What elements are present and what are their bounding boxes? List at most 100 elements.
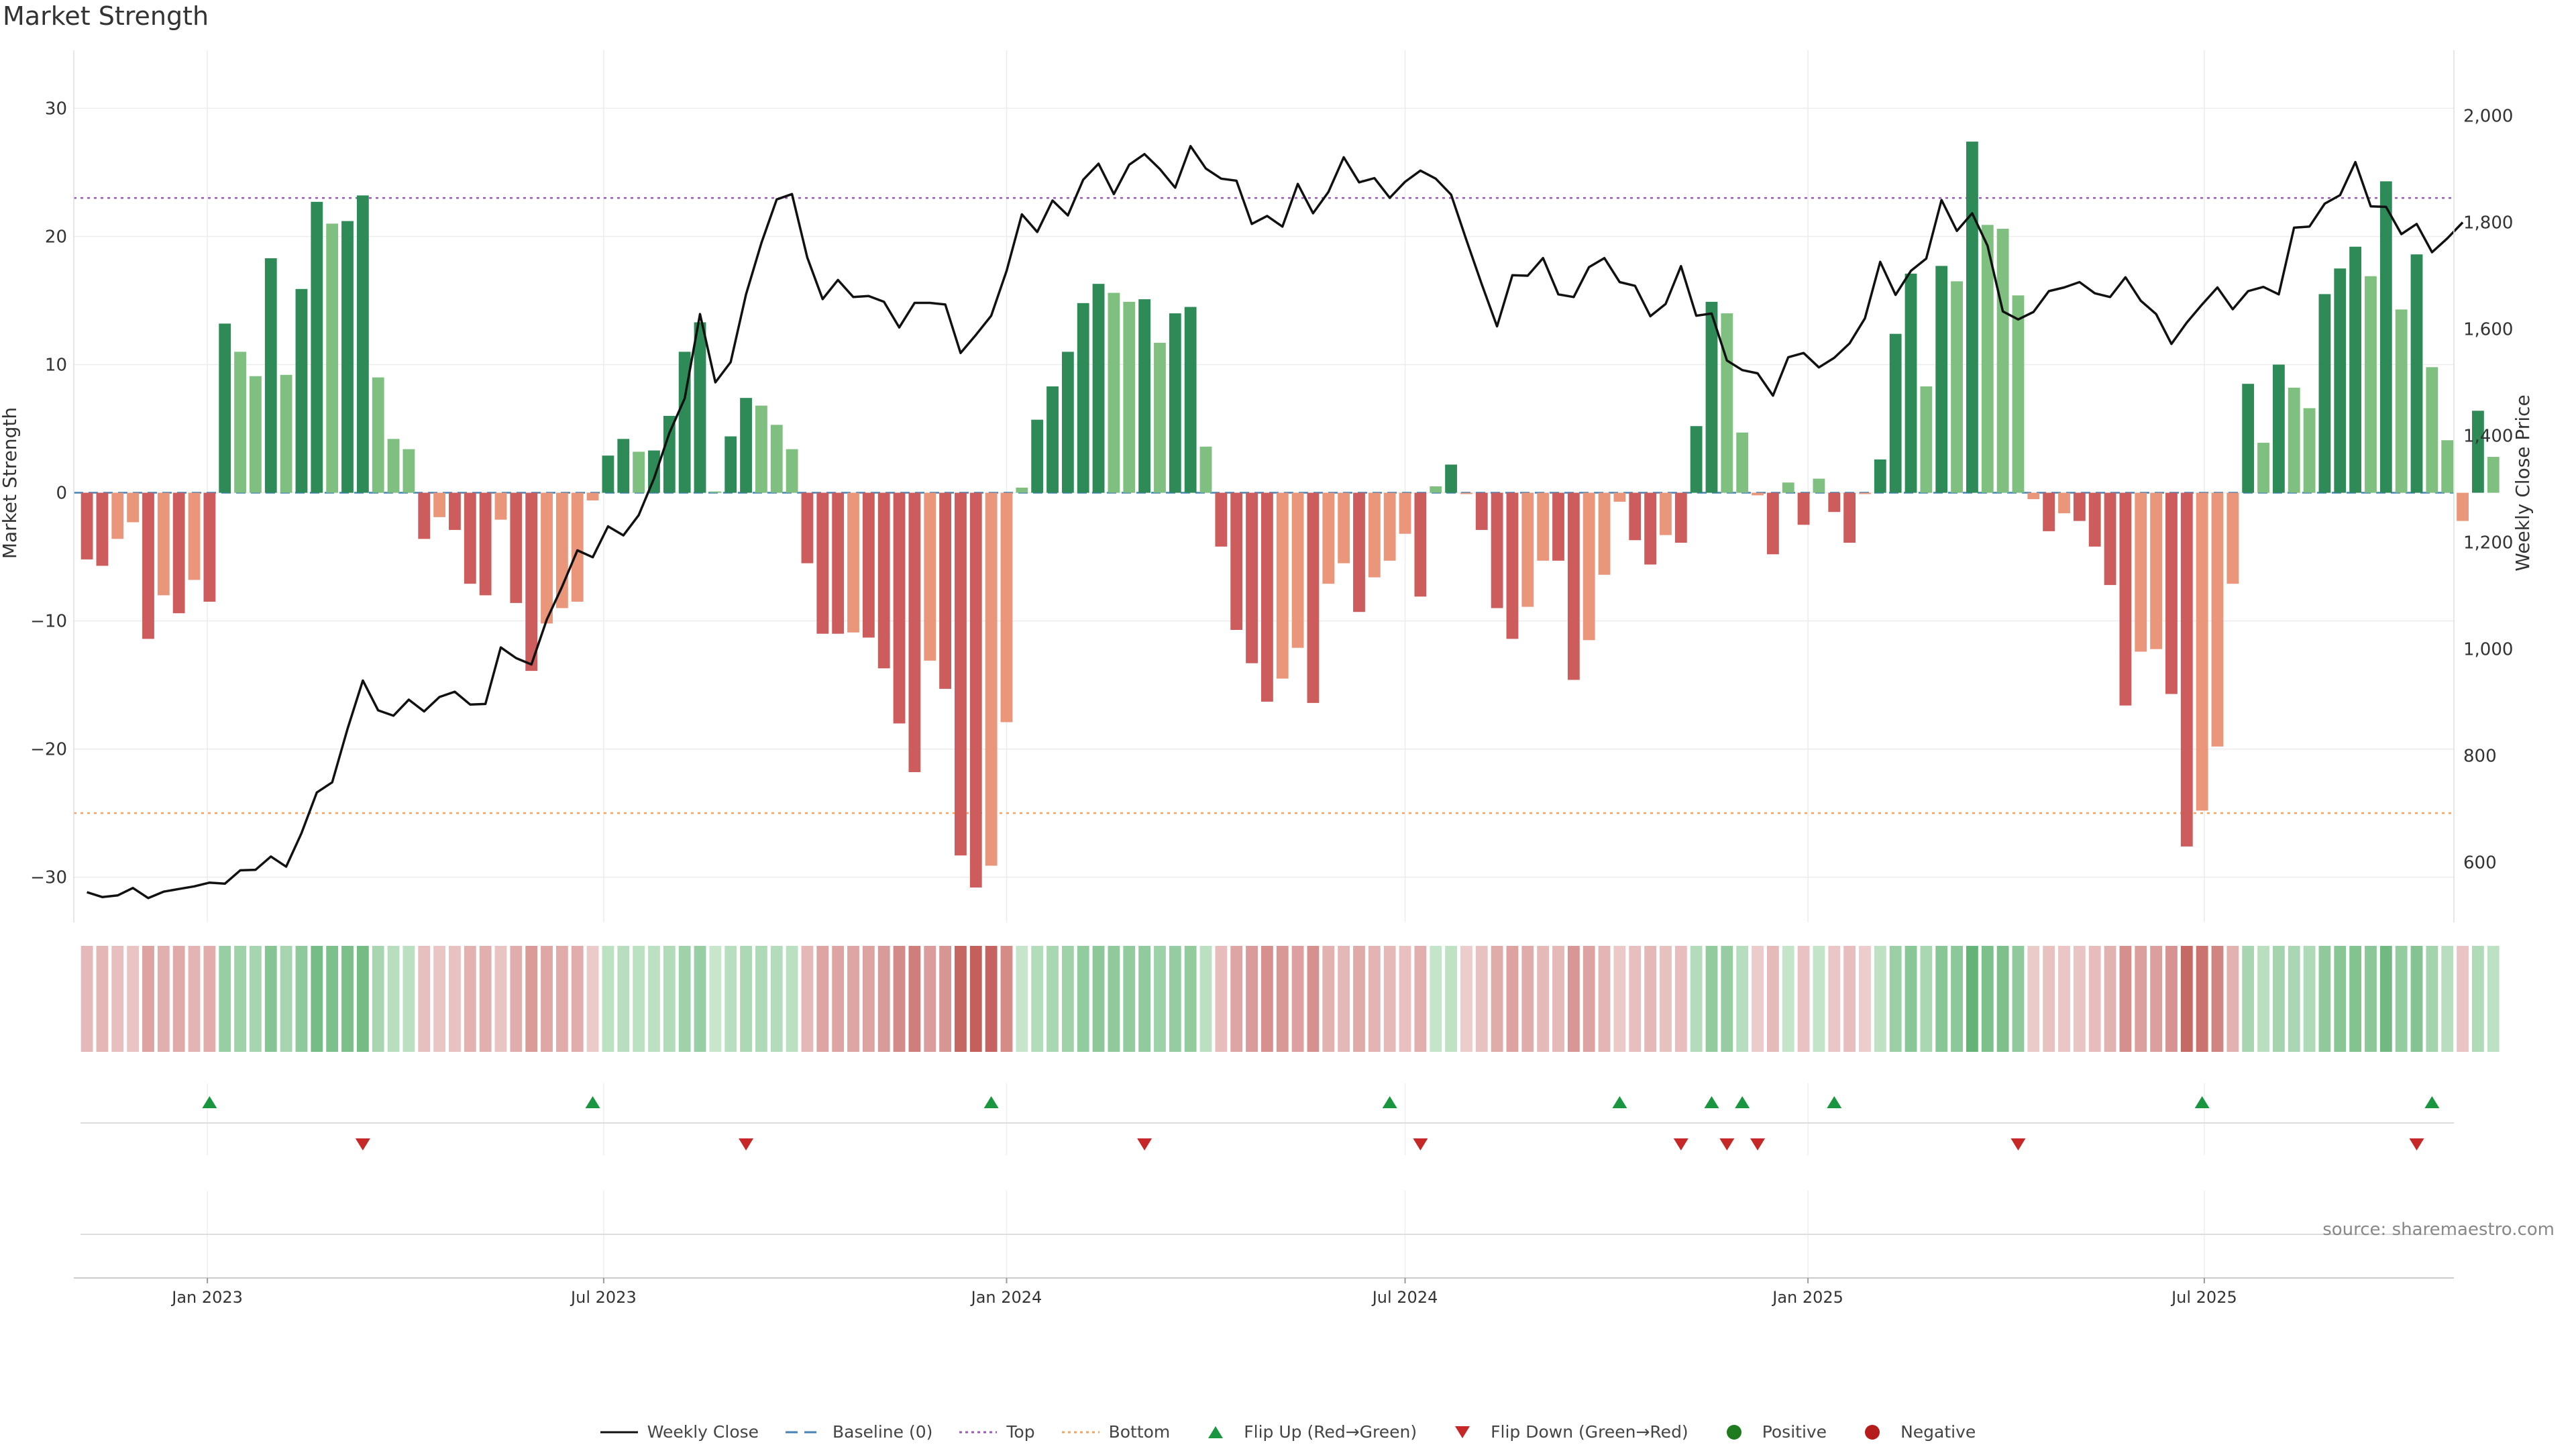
legend-item-negative: Negative bbox=[1854, 1422, 1976, 1442]
strength-bar bbox=[1828, 492, 1841, 513]
strength-heat-cell bbox=[1230, 946, 1243, 1052]
x-tick-label: Jul 2023 bbox=[570, 1288, 637, 1307]
strength-bar bbox=[264, 258, 277, 493]
strength-heat-cell bbox=[250, 946, 262, 1052]
strength-bar bbox=[1031, 419, 1044, 493]
strength-bar bbox=[2242, 384, 2255, 493]
strength-bar bbox=[2226, 492, 2239, 584]
y2-tick-label: 1,800 bbox=[2463, 213, 2513, 233]
strength-bar bbox=[111, 492, 124, 539]
strength-heat-cell bbox=[939, 946, 951, 1052]
y-axis-label: Market Strength bbox=[0, 407, 21, 559]
strength-bar bbox=[142, 492, 154, 639]
strength-heat-cell bbox=[2180, 946, 2193, 1052]
strength-heat-cell bbox=[877, 946, 890, 1052]
legend-marker-top bbox=[959, 1431, 998, 1433]
strength-heat-cell bbox=[1598, 946, 1611, 1052]
strength-heat-cell bbox=[1414, 946, 1427, 1052]
strength-bar bbox=[1246, 492, 1258, 663]
strength-bar bbox=[602, 455, 614, 493]
chart-title: Market Strength bbox=[3, 1, 209, 31]
strength-bar bbox=[724, 436, 737, 493]
strength-bar bbox=[1889, 333, 1902, 493]
strength-bar bbox=[2104, 492, 2116, 586]
strength-heat-cell bbox=[1935, 946, 1948, 1052]
x-tick-label: Jul 2025 bbox=[2170, 1288, 2237, 1307]
strength-bar bbox=[1552, 492, 1564, 561]
strength-heat-cell bbox=[387, 946, 400, 1052]
strength-bar bbox=[740, 398, 752, 493]
source-note: source: sharemaestro.com bbox=[2322, 1220, 2555, 1240]
strength-heat-cell bbox=[1491, 946, 1503, 1052]
strength-heat-cell bbox=[663, 946, 676, 1052]
strength-bar bbox=[2365, 276, 2377, 493]
strength-heat-cell bbox=[449, 946, 461, 1052]
strength-bar bbox=[295, 288, 308, 493]
flip-up-marker bbox=[1735, 1096, 1750, 1108]
strength-bar bbox=[280, 374, 292, 493]
strength-bar bbox=[1782, 482, 1794, 493]
strength-bar bbox=[1154, 343, 1166, 493]
strength-bar bbox=[2027, 492, 2040, 500]
strength-bar bbox=[1430, 486, 1442, 493]
legend-label: Positive bbox=[1762, 1422, 1827, 1442]
strength-bar bbox=[2457, 492, 2469, 521]
strength-bar bbox=[1108, 292, 1120, 493]
strength-bar bbox=[2379, 181, 2392, 493]
strength-heat-cell bbox=[1828, 946, 1841, 1052]
strength-heat-cell bbox=[2303, 946, 2316, 1052]
legend-label: Baseline (0) bbox=[833, 1422, 933, 1442]
x-tick-label: Jan 2025 bbox=[1771, 1288, 1843, 1307]
strength-bar bbox=[2180, 492, 2193, 847]
strength-heat-cell bbox=[1307, 946, 1320, 1052]
strength-heat-cell bbox=[2027, 946, 2040, 1052]
strength-bar bbox=[1813, 478, 1825, 493]
strength-heat-cell bbox=[111, 946, 124, 1052]
strength-bar bbox=[2426, 367, 2438, 493]
strength-bar bbox=[1460, 492, 1472, 494]
strength-heat-cell bbox=[341, 946, 354, 1052]
legend-marker-price bbox=[600, 1431, 638, 1433]
strength-bar bbox=[2088, 492, 2101, 547]
legend-marker-baseline bbox=[786, 1431, 824, 1433]
strength-heat-cell bbox=[1966, 946, 1978, 1052]
strength-bar bbox=[1199, 446, 1212, 493]
strength-heat-cell bbox=[2334, 946, 2347, 1052]
flip-up-marker bbox=[1827, 1096, 1842, 1108]
strength-heat-cell bbox=[2211, 946, 2224, 1052]
strength-heat-cell bbox=[2088, 946, 2101, 1052]
strength-heat-cell bbox=[311, 946, 323, 1052]
y2-tick-label: 1,200 bbox=[2463, 533, 2513, 553]
strength-heat-cell bbox=[418, 946, 431, 1052]
strength-heat-cell bbox=[633, 946, 645, 1052]
strength-bar bbox=[586, 492, 599, 501]
flip-up-marker bbox=[202, 1096, 217, 1108]
flip-up-marker bbox=[1704, 1096, 1719, 1108]
y2-tick-label: 2,000 bbox=[2463, 106, 2513, 126]
strength-heat-cell bbox=[1260, 946, 1273, 1052]
strength-heat-cell bbox=[1797, 946, 1810, 1052]
strength-heat-cell bbox=[924, 946, 936, 1052]
strength-bar bbox=[2471, 411, 2484, 493]
strength-heat-cell bbox=[678, 946, 691, 1052]
y-tick-label: 30 bbox=[45, 99, 67, 119]
strength-heat-cell bbox=[295, 946, 308, 1052]
strength-heat-cell bbox=[755, 946, 767, 1052]
strength-heat-cell bbox=[1537, 946, 1550, 1052]
legend-marker-flip_up bbox=[1208, 1426, 1224, 1438]
strength-bar bbox=[1582, 492, 1595, 641]
strength-bar bbox=[1920, 386, 1933, 493]
strength-bar bbox=[1000, 492, 1013, 722]
strength-bar bbox=[2119, 492, 2132, 706]
strength-bar bbox=[663, 415, 676, 493]
strength-bar bbox=[924, 492, 936, 661]
y-tick-label: −20 bbox=[30, 740, 67, 760]
y-tick-label: 10 bbox=[45, 356, 67, 376]
strength-bar bbox=[832, 492, 845, 634]
strength-heat-cell bbox=[770, 946, 783, 1052]
flip-down-marker bbox=[1413, 1138, 1428, 1150]
strength-heat-cell bbox=[479, 946, 492, 1052]
strength-heat-cell bbox=[1721, 946, 1733, 1052]
strength-heat-cell bbox=[985, 946, 998, 1052]
